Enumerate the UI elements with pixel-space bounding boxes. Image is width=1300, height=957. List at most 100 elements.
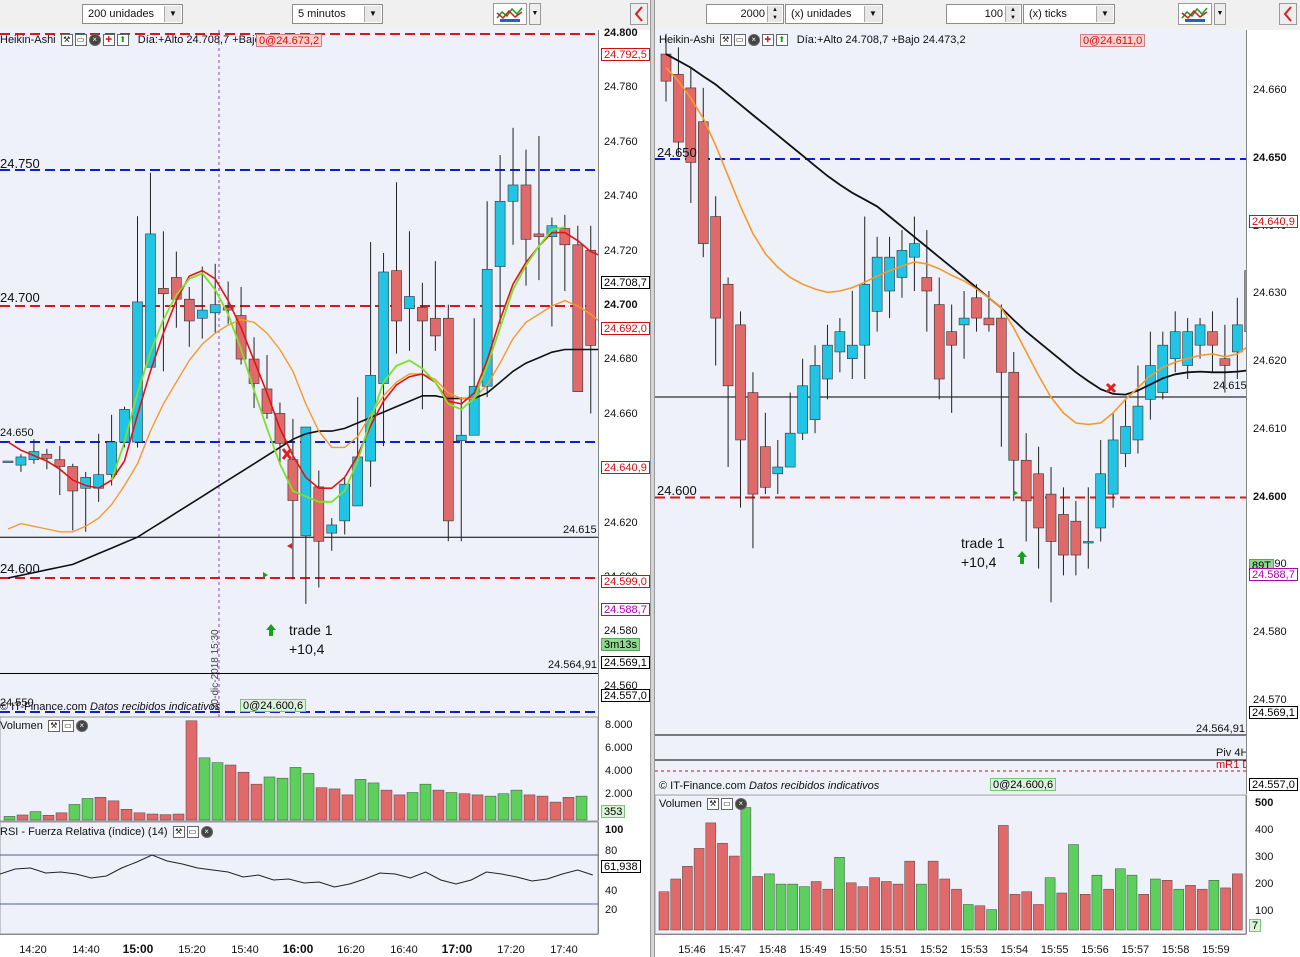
buy-icon[interactable]: ⬆: [775, 34, 788, 47]
bottom-order-tag[interactable]: 0@24.600,6: [990, 778, 1057, 791]
units-type-dropdown[interactable]: (x) unidades ▼: [785, 4, 883, 24]
volume-title: Volumen: [659, 798, 702, 810]
price-tag: 24.588,7: [1249, 568, 1298, 581]
volume-tag: 7: [1249, 919, 1262, 932]
volume-bar: [1220, 887, 1231, 931]
ticks-value-stepper[interactable]: 100 ▲ ▼: [946, 4, 1022, 24]
left-chart-canvas[interactable]: [0, 0, 650, 957]
time-tick: 16:20: [337, 944, 365, 956]
price-tick: 24.610: [1253, 422, 1287, 435]
volume-bar: [484, 795, 497, 821]
price-tag: 24.692,0: [601, 321, 650, 335]
candle-body: [132, 301, 143, 443]
wrench-icon[interactable]: ⚒: [719, 34, 732, 47]
chart-type-dropdown[interactable]: ▼: [529, 3, 541, 25]
volume-bar: [198, 757, 211, 821]
window-menu-icon[interactable]: [1279, 3, 1297, 25]
stepper-arrows-icon[interactable]: ▲ ▼: [1005, 6, 1020, 22]
window-icon[interactable]: ▭: [61, 720, 74, 733]
wrench-icon[interactable]: ⚒: [706, 798, 719, 811]
candle-body: [494, 200, 506, 267]
entry-marker: [1013, 490, 1018, 496]
price-tag: 24.599,0: [601, 574, 650, 588]
volume-bar: [951, 888, 962, 931]
close-icon[interactable]: ×: [747, 34, 760, 47]
panel-splitter[interactable]: [650, 0, 655, 957]
level-label-24550: 24.550: [0, 697, 34, 709]
units-dropdown[interactable]: 200 unidades ▼: [82, 4, 183, 24]
close-icon[interactable]: ×: [734, 798, 747, 811]
price-tick: 24.580: [604, 625, 638, 638]
volume-bar: [380, 789, 393, 821]
time-tick: 15:53: [960, 944, 988, 956]
bottom-order-tag[interactable]: 0@24.600,6: [240, 699, 307, 712]
candle-body: [313, 486, 325, 542]
volume-axis: 8.000 6.000 4.000 2.000 353: [598, 717, 650, 821]
chart-type-icon: [1181, 7, 1208, 22]
right-chart-canvas[interactable]: [655, 0, 1300, 957]
close-icon[interactable]: ×: [88, 34, 101, 47]
wrench-icon[interactable]: ⚒: [47, 720, 60, 733]
price-axis[interactable]: 24.800 24.780 24.760 24.740 24.720 24.700 24.6…: [598, 27, 650, 717]
window-icon[interactable]: ▭: [186, 826, 199, 839]
price-tick: 24.570: [1253, 693, 1287, 706]
period-value: 5 minutos: [298, 8, 346, 20]
volume-bar: [276, 777, 289, 821]
close-icon[interactable]: ×: [200, 826, 213, 839]
volume-bar: [575, 795, 588, 821]
candle-body: [834, 331, 846, 353]
candle-body: [760, 446, 771, 488]
ticks-type-dropdown[interactable]: (x) ticks ▼: [1023, 4, 1115, 24]
price-tag: 24.615: [1213, 379, 1247, 392]
window-icon[interactable]: ▭: [74, 34, 87, 47]
chart-type-button[interactable]: [1178, 3, 1212, 25]
rsi-axis: 100 80 40 20 61,938: [598, 822, 650, 934]
close-icon[interactable]: ×: [75, 720, 88, 733]
order-tag[interactable]: 0@24.673,2: [256, 34, 323, 47]
candle-body: [1182, 331, 1193, 366]
time-tick: 15:52: [920, 944, 948, 956]
candle-body: [2, 460, 14, 463]
volume-bar: [717, 843, 728, 931]
volume-bar: [682, 866, 693, 931]
period-dropdown[interactable]: 5 minutos ▼: [292, 4, 383, 24]
candle-body: [1120, 426, 1131, 454]
price-tag: 24.640,9: [601, 460, 650, 474]
price-tick: 24.800: [604, 27, 638, 39]
stepper-arrows-icon[interactable]: ▲ ▼: [767, 6, 782, 22]
level-label-24750: 24.750: [0, 156, 40, 171]
sell-icon[interactable]: ✚: [761, 34, 774, 47]
price-tick: 24.700: [604, 299, 638, 311]
candle-body: [933, 304, 945, 380]
wrench-icon[interactable]: ⚒: [172, 826, 185, 839]
order-tag[interactable]: 0@24.611,0: [1080, 34, 1146, 47]
left-chart-window: 200 unidades ▼ 5 minutos ▼ ▼ Heikin-Ashi ⚒…: [0, 0, 650, 957]
units-value-stepper[interactable]: 2000 ▲ ▼: [706, 4, 784, 24]
window-menu-icon[interactable]: [630, 3, 648, 25]
candle-body: [921, 277, 933, 292]
candle-body: [971, 297, 982, 319]
candle-body: [520, 184, 532, 240]
chart-type-button[interactable]: [493, 3, 527, 25]
price-axis[interactable]: 24.66024.65024.64024.63024.62024.61024.6…: [1213, 30, 1300, 794]
sell-icon[interactable]: ✚: [102, 34, 115, 47]
chart-type-dropdown[interactable]: ▼: [1214, 3, 1226, 25]
candle-body: [507, 184, 519, 202]
volume-bar: [799, 886, 810, 931]
volume-bar: [367, 782, 380, 821]
window-icon[interactable]: ▭: [720, 798, 733, 811]
volume-bar: [393, 794, 406, 821]
candle-body: [847, 344, 858, 360]
window-icon[interactable]: ▭: [733, 34, 746, 47]
volume-bar: [810, 881, 822, 931]
volume-bar: [998, 825, 1009, 931]
buy-icon[interactable]: ⬆: [116, 34, 129, 47]
time-axis[interactable]: 14:20 14:40 15:00 15:20 15:40 16:00 16:20 16:40…: [0, 934, 598, 957]
time-tick: 15:00: [122, 942, 154, 956]
volume-bar: [1232, 873, 1243, 931]
candle-body: [822, 344, 833, 380]
time-axis[interactable]: 15:46 15:47 15:48 15:49 15:50 15:51 15:52 15:53…: [655, 934, 1246, 957]
rsi-tick: 20: [605, 904, 618, 916]
volume-bar: [341, 794, 354, 821]
wrench-icon[interactable]: ⚒: [60, 34, 73, 47]
